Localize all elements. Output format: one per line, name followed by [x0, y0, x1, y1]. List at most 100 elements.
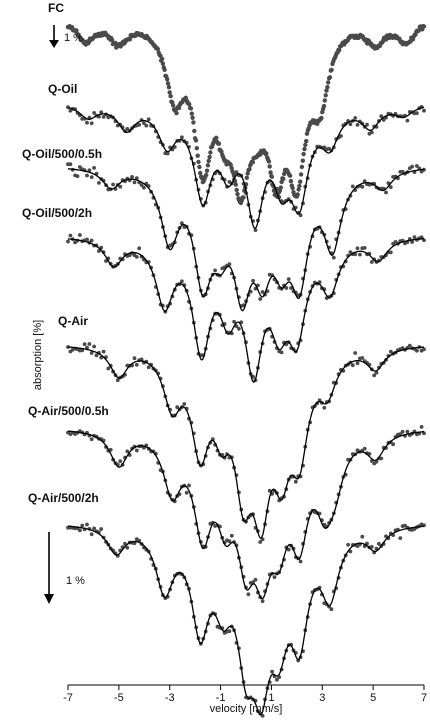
fit-line: [68, 168, 425, 312]
data-point: [321, 103, 327, 109]
data-point: [80, 523, 85, 528]
data-point: [85, 345, 89, 350]
data-point: [99, 110, 104, 115]
data-point: [68, 162, 73, 167]
data-point: [407, 343, 412, 348]
data-point: [85, 120, 89, 125]
data-point: [167, 90, 172, 95]
data-point: [190, 115, 195, 121]
data-point: [134, 448, 139, 453]
data-point: [358, 252, 362, 257]
data-point: [174, 110, 179, 116]
data-point: [245, 171, 250, 176]
data-point: [191, 120, 196, 125]
data-point: [297, 183, 302, 189]
data-point: [247, 167, 252, 172]
data-point: [290, 185, 295, 191]
data-point: [362, 446, 367, 451]
series-labels: FC Q-Oil Q-Oil/500/0.5h Q-Oil/500/2h Q-Air Q-…: [22, 1, 109, 505]
data-point: [244, 175, 249, 180]
data-point: [237, 326, 241, 331]
data-point: [68, 233, 73, 238]
data-point: [279, 350, 284, 355]
data-point: [251, 580, 256, 584]
data-point: [97, 249, 101, 253]
data-point: [353, 252, 358, 257]
data-point: [275, 677, 279, 682]
data-point: [206, 158, 211, 164]
data-point: [353, 351, 358, 355]
x-tick-label: -7: [63, 692, 73, 704]
data-point: [398, 536, 403, 540]
data-point: [132, 356, 137, 361]
data-point: [293, 479, 298, 484]
data-point: [180, 279, 184, 284]
x-tick-label: 3: [319, 692, 325, 704]
data-point: [165, 151, 170, 156]
series-label: Q-Air/500/2h: [28, 491, 99, 505]
data-point: [134, 176, 139, 181]
data-point: [241, 195, 246, 200]
data-point: [118, 459, 123, 463]
data-point: [251, 278, 256, 283]
data-point: [350, 184, 355, 189]
x-tick-label: -5: [114, 692, 124, 704]
data-point: [355, 361, 360, 366]
data-point: [85, 522, 89, 527]
data-point: [234, 170, 239, 175]
data-point: [195, 153, 200, 158]
data-point: [326, 80, 331, 85]
spectrum-0: [65, 24, 427, 206]
data-point: [89, 437, 94, 442]
data-point: [146, 365, 151, 370]
data-point: [281, 176, 286, 181]
data-point: [204, 172, 209, 178]
data-point: [188, 106, 194, 111]
data-point: [365, 122, 369, 127]
scale-label-bottom: 1 %: [66, 575, 85, 587]
data-point: [66, 239, 70, 244]
data-point: [187, 102, 192, 107]
data-point: [272, 575, 277, 579]
data-point: [132, 541, 137, 546]
data-point: [184, 490, 189, 495]
data-point: [189, 111, 194, 116]
data-point: [92, 166, 96, 170]
data-point: [127, 37, 133, 42]
data-point: [125, 545, 130, 550]
data-point: [74, 28, 79, 33]
scale-arrowhead-top: [49, 40, 59, 48]
data-point: [115, 378, 120, 383]
data-point: [266, 159, 272, 164]
data-point: [82, 342, 87, 347]
data-point: [288, 178, 294, 184]
data-point: [216, 141, 222, 146]
data-point: [369, 260, 374, 264]
data-point: [298, 179, 303, 184]
data-point: [89, 351, 94, 355]
data-point: [234, 187, 239, 193]
data-point: [322, 405, 327, 410]
data-point: [213, 268, 218, 273]
data-point: [329, 67, 334, 73]
data-point: [89, 121, 94, 126]
data-point: [78, 233, 82, 237]
data-point: [422, 347, 426, 352]
spectrum-4: [66, 342, 426, 544]
data-point: [327, 75, 333, 80]
x-axis-ticks: -7 -5 -3 -1 1 3 5 7: [63, 685, 427, 704]
data-point: [111, 182, 115, 187]
data-point: [329, 607, 334, 612]
data-point: [166, 85, 172, 90]
data-point: [170, 103, 176, 108]
data-point: [192, 128, 197, 134]
y-axis-label: absorption [%]: [32, 320, 44, 390]
data-point: [410, 240, 414, 244]
data-point: [101, 349, 106, 354]
data-point: [324, 88, 329, 93]
data-point: [355, 246, 360, 251]
data-point: [94, 353, 99, 358]
data-point: [146, 117, 151, 122]
series-label: Q-Oil/500/2h: [22, 206, 92, 220]
